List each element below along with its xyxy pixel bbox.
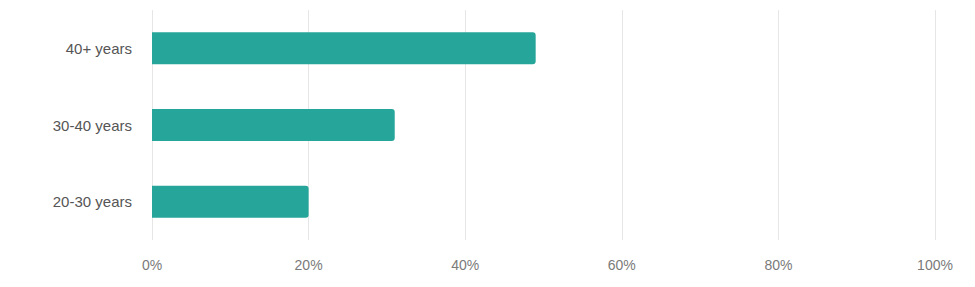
svg-text:40%: 40% [451, 257, 479, 273]
svg-text:60%: 60% [608, 257, 636, 273]
svg-text:80%: 80% [764, 257, 792, 273]
svg-text:0%: 0% [142, 257, 162, 273]
svg-text:100%: 100% [917, 257, 953, 273]
svg-text:40+ years: 40+ years [66, 40, 132, 57]
svg-text:20-30 years: 20-30 years [53, 193, 132, 210]
svg-text:30-40 years: 30-40 years [53, 117, 132, 134]
svg-text:20%: 20% [295, 257, 323, 273]
